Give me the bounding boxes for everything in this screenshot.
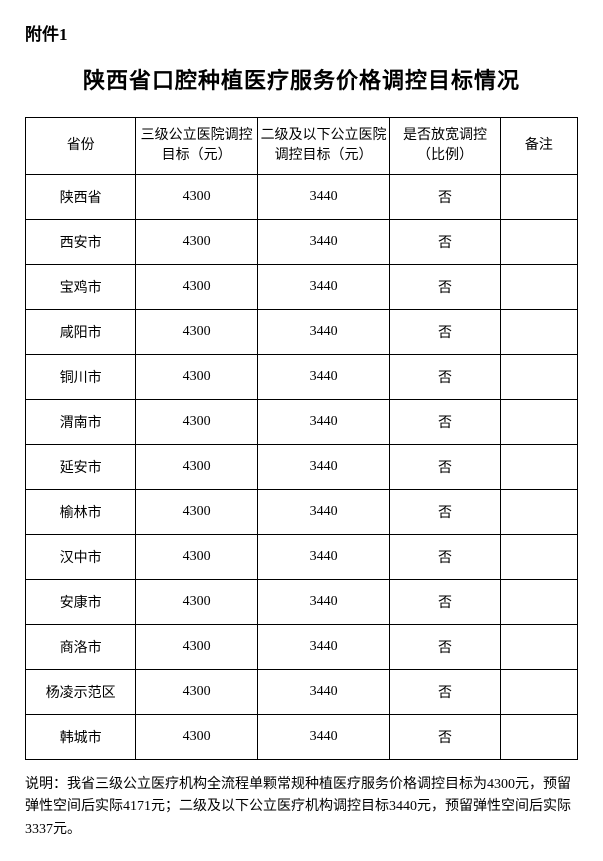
cell-province: 榆林市: [26, 490, 136, 535]
cell-tier2: 3440: [257, 625, 389, 670]
cell-province: 陕西省: [26, 175, 136, 220]
table-row: 杨凌示范区 4300 3440 否: [26, 670, 578, 715]
cell-relax: 否: [390, 220, 500, 265]
cell-relax: 否: [390, 535, 500, 580]
table-row: 韩城市 4300 3440 否: [26, 715, 578, 760]
cell-tier3: 4300: [136, 580, 257, 625]
cell-tier3: 4300: [136, 445, 257, 490]
cell-tier3: 4300: [136, 355, 257, 400]
cell-tier2: 3440: [257, 175, 389, 220]
cell-province: 渭南市: [26, 400, 136, 445]
cell-tier3: 4300: [136, 490, 257, 535]
cell-tier3: 4300: [136, 220, 257, 265]
cell-relax: 否: [390, 265, 500, 310]
table-row: 延安市 4300 3440 否: [26, 445, 578, 490]
cell-relax: 否: [390, 310, 500, 355]
cell-relax: 否: [390, 580, 500, 625]
cell-province: 韩城市: [26, 715, 136, 760]
cell-relax: 否: [390, 625, 500, 670]
cell-relax: 否: [390, 490, 500, 535]
table-row: 陕西省 4300 3440 否: [26, 175, 578, 220]
cell-province: 西安市: [26, 220, 136, 265]
cell-remark: [500, 220, 577, 265]
cell-tier2: 3440: [257, 265, 389, 310]
cell-remark: [500, 400, 577, 445]
cell-tier3: 4300: [136, 715, 257, 760]
cell-tier2: 3440: [257, 535, 389, 580]
cell-remark: [500, 490, 577, 535]
cell-tier2: 3440: [257, 445, 389, 490]
col-header-province: 省份: [26, 118, 136, 175]
table-row: 咸阳市 4300 3440 否: [26, 310, 578, 355]
cell-relax: 否: [390, 400, 500, 445]
cell-province: 安康市: [26, 580, 136, 625]
cell-relax: 否: [390, 355, 500, 400]
cell-remark: [500, 625, 577, 670]
cell-tier2: 3440: [257, 670, 389, 715]
cell-tier3: 4300: [136, 265, 257, 310]
cell-relax: 否: [390, 445, 500, 490]
cell-relax: 否: [390, 175, 500, 220]
table-row: 宝鸡市 4300 3440 否: [26, 265, 578, 310]
cell-tier3: 4300: [136, 535, 257, 580]
table-row: 安康市 4300 3440 否: [26, 580, 578, 625]
col-header-tier3-target: 三级公立医院调控目标（元）: [136, 118, 257, 175]
cell-tier3: 4300: [136, 310, 257, 355]
cell-relax: 否: [390, 670, 500, 715]
cell-tier2: 3440: [257, 220, 389, 265]
cell-remark: [500, 310, 577, 355]
cell-province: 汉中市: [26, 535, 136, 580]
cell-province: 杨凌示范区: [26, 670, 136, 715]
cell-remark: [500, 670, 577, 715]
table-row: 汉中市 4300 3440 否: [26, 535, 578, 580]
cell-province: 咸阳市: [26, 310, 136, 355]
cell-remark: [500, 265, 577, 310]
col-header-relax-ratio: 是否放宽调控（比例）: [390, 118, 500, 175]
cell-tier3: 4300: [136, 625, 257, 670]
table-row: 西安市 4300 3440 否: [26, 220, 578, 265]
cell-tier2: 3440: [257, 310, 389, 355]
page-title: 陕西省口腔种植医疗服务价格调控目标情况: [25, 63, 578, 95]
cell-tier3: 4300: [136, 400, 257, 445]
cell-remark: [500, 445, 577, 490]
cell-tier3: 4300: [136, 670, 257, 715]
cell-tier2: 3440: [257, 355, 389, 400]
cell-tier2: 3440: [257, 400, 389, 445]
cell-province: 铜川市: [26, 355, 136, 400]
cell-tier3: 4300: [136, 175, 257, 220]
cell-province: 商洛市: [26, 625, 136, 670]
explanation-note: 说明：我省三级公立医疗机构全流程单颗常规种植医疗服务价格调控目标为4300元，预…: [25, 774, 578, 841]
cell-province: 宝鸡市: [26, 265, 136, 310]
cell-tier2: 3440: [257, 580, 389, 625]
col-header-remark: 备注: [500, 118, 577, 175]
table-row: 榆林市 4300 3440 否: [26, 490, 578, 535]
table-body: 陕西省 4300 3440 否 西安市 4300 3440 否 宝鸡市 4300…: [26, 175, 578, 760]
price-target-table: 省份 三级公立医院调控目标（元） 二级及以下公立医院调控目标（元） 是否放宽调控…: [25, 117, 578, 760]
cell-remark: [500, 580, 577, 625]
table-header-row: 省份 三级公立医院调控目标（元） 二级及以下公立医院调控目标（元） 是否放宽调控…: [26, 118, 578, 175]
table-row: 铜川市 4300 3440 否: [26, 355, 578, 400]
cell-tier2: 3440: [257, 490, 389, 535]
cell-relax: 否: [390, 715, 500, 760]
cell-remark: [500, 355, 577, 400]
attachment-label: 附件1: [25, 20, 578, 45]
cell-remark: [500, 175, 577, 220]
table-row: 商洛市 4300 3440 否: [26, 625, 578, 670]
cell-tier2: 3440: [257, 715, 389, 760]
table-row: 渭南市 4300 3440 否: [26, 400, 578, 445]
cell-remark: [500, 535, 577, 580]
cell-province: 延安市: [26, 445, 136, 490]
col-header-tier2-target: 二级及以下公立医院调控目标（元）: [257, 118, 389, 175]
cell-remark: [500, 715, 577, 760]
